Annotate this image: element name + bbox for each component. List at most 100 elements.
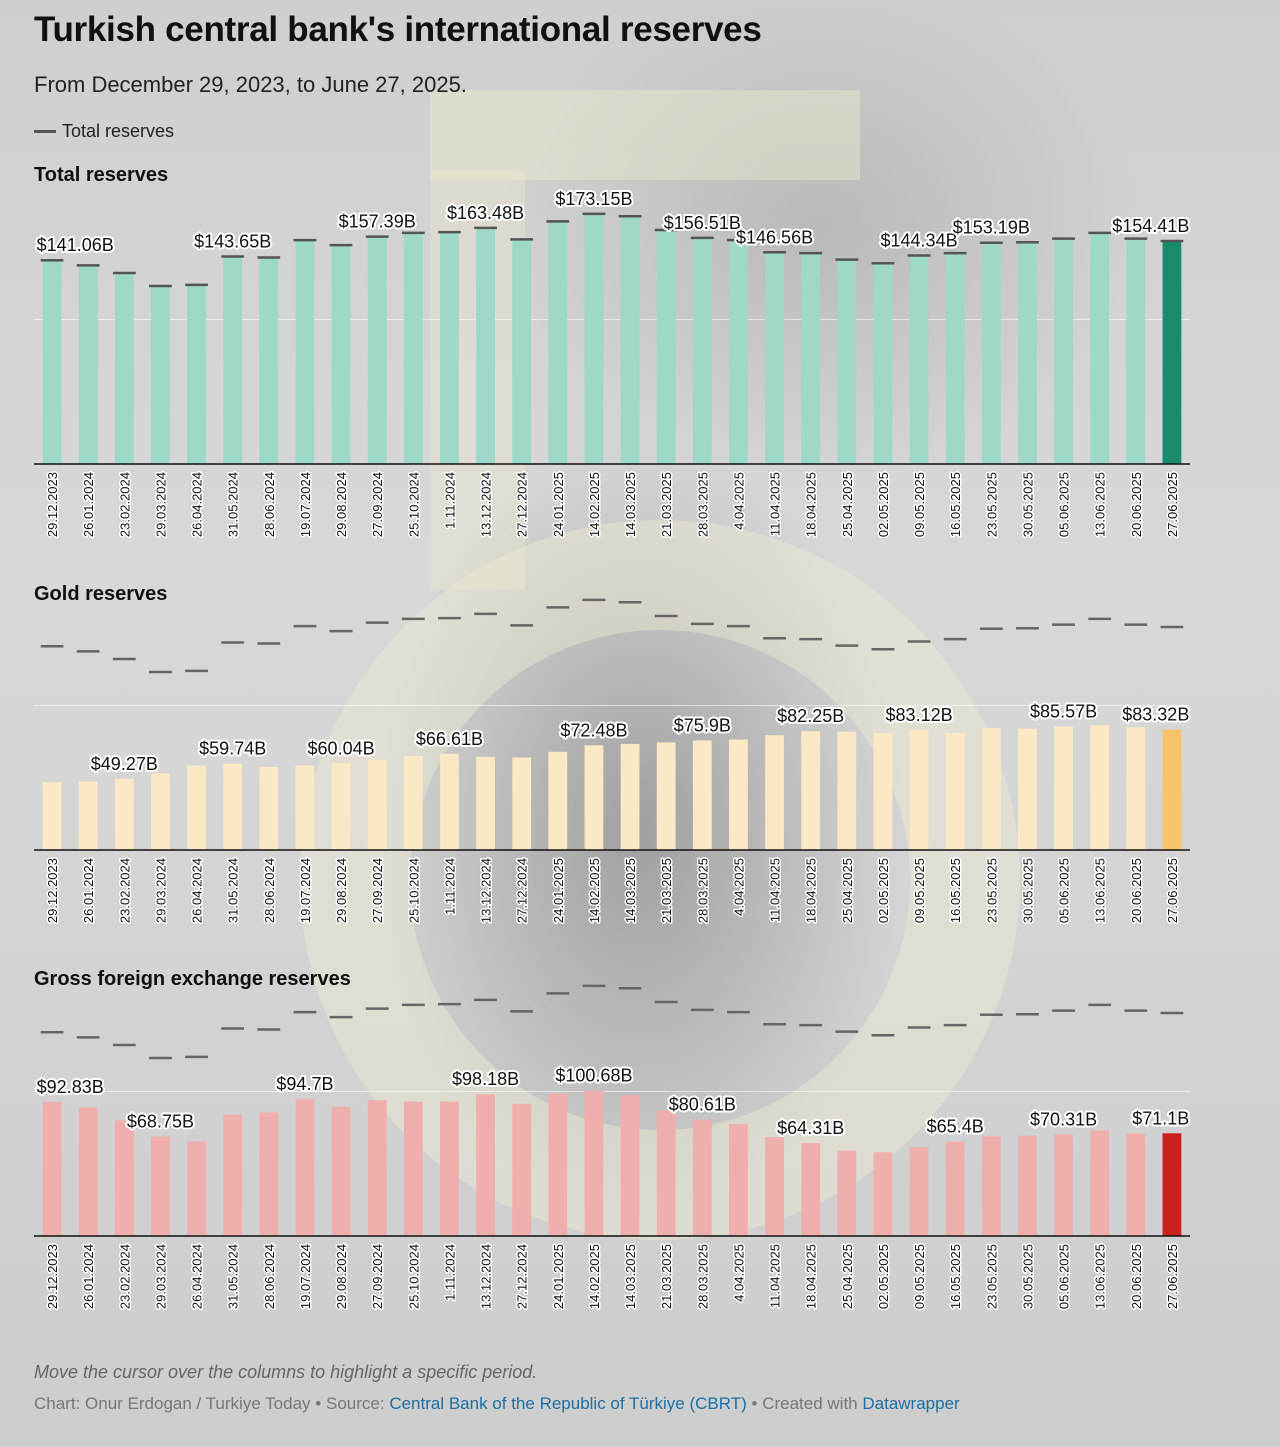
bar[interactable] [1090, 725, 1110, 850]
bar[interactable] [1018, 242, 1037, 464]
bar[interactable] [729, 240, 748, 464]
bar[interactable] [729, 739, 748, 851]
bar[interactable] [476, 756, 495, 850]
bar[interactable] [440, 1101, 459, 1236]
bar[interactable] [981, 727, 1001, 850]
bar[interactable] [1162, 240, 1182, 464]
bar[interactable] [331, 763, 351, 850]
bar[interactable] [873, 1152, 893, 1236]
bar[interactable] [584, 213, 604, 464]
bar[interactable] [512, 757, 532, 850]
bar[interactable] [476, 1094, 495, 1236]
bar[interactable] [512, 239, 532, 464]
bar[interactable] [837, 1150, 857, 1236]
bar[interactable] [1126, 1133, 1146, 1236]
bar[interactable] [765, 735, 784, 850]
bar[interactable] [78, 265, 98, 464]
bar[interactable] [692, 1119, 712, 1236]
bar[interactable] [476, 227, 495, 464]
bar[interactable] [909, 729, 929, 850]
bar[interactable] [151, 773, 170, 850]
gold-reserves-chart[interactable]: 29.12.2023 26.01.2024 23.02.2024 29.03.2024… [0, 576, 1280, 946]
bar[interactable] [259, 1112, 279, 1237]
bar[interactable] [620, 216, 640, 464]
bar[interactable] [656, 1110, 676, 1236]
bar[interactable] [548, 221, 568, 464]
bar[interactable] [1018, 728, 1037, 850]
footer-source-link[interactable]: Central Bank of the Republic of Türkiye … [389, 1394, 747, 1413]
bar[interactable] [1090, 1130, 1110, 1236]
bar[interactable] [331, 1106, 351, 1236]
bar[interactable] [945, 253, 965, 464]
bar[interactable] [151, 1136, 170, 1236]
bar[interactable] [837, 259, 857, 464]
bar[interactable] [440, 753, 459, 850]
bar[interactable] [765, 252, 784, 464]
bar[interactable] [1018, 1135, 1037, 1236]
bar[interactable] [78, 781, 98, 850]
bar[interactable] [1054, 726, 1073, 850]
bar[interactable] [151, 286, 170, 464]
bar[interactable] [259, 766, 279, 850]
bar[interactable] [295, 765, 315, 851]
bar[interactable] [620, 1095, 640, 1236]
bar[interactable] [1090, 232, 1110, 464]
bar[interactable] [548, 1093, 568, 1236]
bar[interactable] [909, 255, 929, 464]
bar[interactable] [403, 232, 423, 464]
bar[interactable] [512, 1103, 532, 1236]
bar[interactable] [801, 1143, 821, 1236]
bar[interactable] [981, 1136, 1001, 1236]
bar[interactable] [331, 245, 351, 464]
bar[interactable] [403, 756, 423, 850]
bar[interactable] [692, 740, 712, 850]
bar[interactable] [729, 1124, 748, 1236]
bar[interactable] [1162, 1133, 1182, 1236]
bar[interactable] [1162, 729, 1182, 850]
fx-reserves-chart[interactable]: 29.12.2023 26.01.2024 23.02.2024 29.03.2024… [0, 962, 1280, 1332]
bar[interactable] [837, 731, 857, 850]
bar[interactable] [187, 284, 206, 464]
bar[interactable] [367, 1100, 387, 1236]
bar[interactable] [801, 253, 821, 464]
bar[interactable] [692, 237, 712, 464]
bar[interactable] [584, 745, 604, 850]
bar[interactable] [1126, 727, 1146, 850]
bar[interactable] [945, 733, 965, 850]
bar[interactable] [187, 1141, 206, 1236]
bar[interactable] [909, 1147, 929, 1236]
bar[interactable] [1054, 1134, 1073, 1236]
bar[interactable] [1126, 238, 1146, 464]
bar[interactable] [403, 1101, 423, 1236]
bar[interactable] [765, 1137, 784, 1236]
bar[interactable] [259, 257, 279, 464]
bar[interactable] [367, 759, 387, 850]
bar[interactable] [656, 742, 676, 850]
bar[interactable] [801, 731, 821, 850]
bar[interactable] [223, 1114, 243, 1236]
bar[interactable] [873, 263, 893, 464]
bar[interactable] [981, 242, 1001, 464]
bar[interactable] [295, 1099, 315, 1236]
bar[interactable] [114, 273, 134, 464]
bar[interactable] [42, 782, 62, 850]
bar[interactable] [223, 763, 243, 850]
bar[interactable] [945, 1141, 965, 1236]
bar[interactable] [114, 778, 134, 850]
footer-datawrapper-link[interactable]: Datawrapper [862, 1394, 960, 1413]
bar[interactable] [42, 1101, 62, 1236]
bar[interactable] [440, 232, 459, 464]
bar[interactable] [42, 260, 62, 464]
total-reserves-chart[interactable]: 29.12.2023 26.01.2024 23.02.2024 29.03.2024… [0, 187, 1280, 560]
bar[interactable] [367, 236, 387, 464]
bar[interactable] [223, 256, 243, 464]
bar[interactable] [620, 743, 640, 850]
bar[interactable] [78, 1107, 98, 1236]
bar[interactable] [1054, 238, 1073, 464]
bar[interactable] [656, 230, 676, 464]
bar[interactable] [187, 765, 206, 851]
bar[interactable] [114, 1120, 134, 1236]
bar[interactable] [584, 1090, 604, 1236]
bar[interactable] [873, 733, 893, 850]
bar[interactable] [548, 751, 568, 850]
